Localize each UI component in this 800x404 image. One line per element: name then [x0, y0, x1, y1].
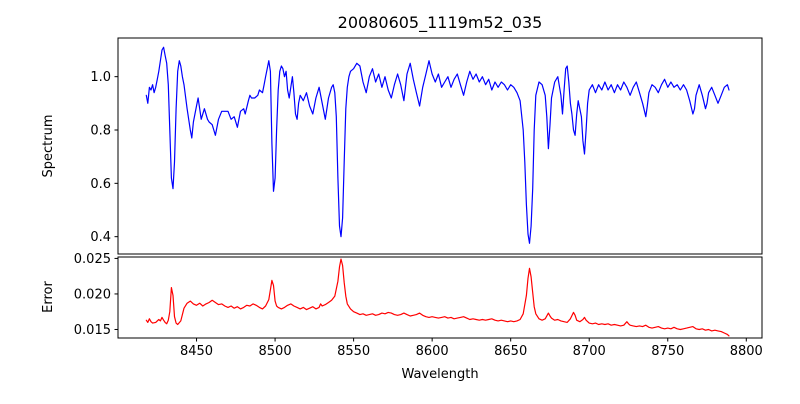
error-line [145, 258, 730, 337]
x-tick-label: 8800 [730, 344, 763, 359]
spectrum-y-axis-label: Spectrum [41, 115, 56, 178]
chart-title: 20080605_1119m52_035 [338, 13, 543, 33]
spectrum-line [145, 46, 730, 244]
y-tick-label: 0.025 [74, 252, 111, 267]
x-tick-label: 8750 [651, 344, 684, 359]
y-tick-label: 0.020 [74, 287, 111, 302]
y-tick-label: 0.4 [90, 230, 111, 245]
axes-frame [117, 37, 763, 255]
error-plot: 0.015 0.020 0.025 8450 8500 8550 8600 8650 8700 8… [74, 252, 763, 359]
y-tick-label: 0.015 [74, 323, 111, 338]
x-tick-label: 8550 [337, 344, 370, 359]
x-tick-label: 8700 [573, 344, 606, 359]
x-tick-label: 8600 [416, 344, 449, 359]
error-y-axis-label: Error [41, 281, 56, 313]
x-tick-label: 8450 [180, 344, 213, 359]
y-tick-label: 0.6 [90, 177, 111, 192]
x-tick-label: 8500 [259, 344, 292, 359]
y-tick-label: 0.8 [90, 124, 111, 139]
spectrum-plot: 0.4 0.6 0.8 1.0 [90, 37, 763, 255]
axes-frame [117, 256, 763, 339]
x-tick-label: 8650 [494, 344, 527, 359]
x-axis-label: Wavelength [401, 367, 478, 382]
y-tick-label: 1.0 [90, 70, 111, 85]
